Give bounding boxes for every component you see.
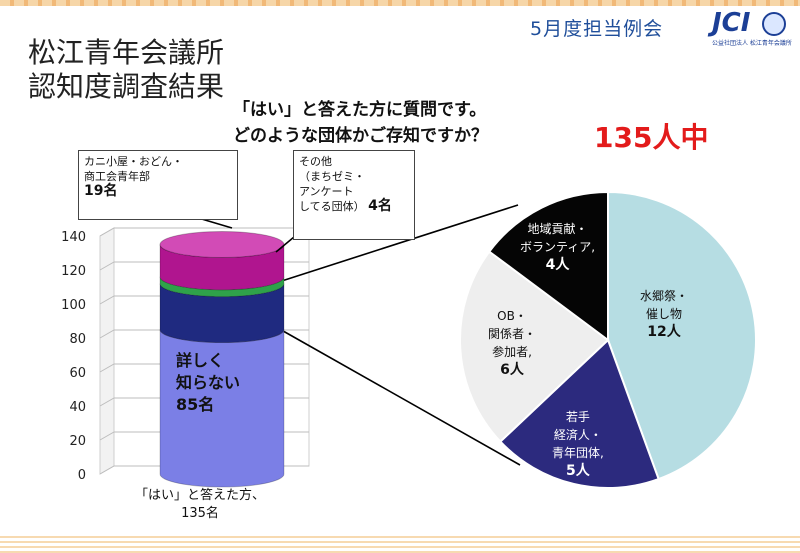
jci-logo: JCI 公益社団法人 松江青年会議所	[712, 10, 794, 50]
pie-label-suigosai: 水郷祭・ 催し物 12人	[640, 287, 688, 341]
gridline	[99, 227, 309, 237]
pie-label-ob: OB・ 関係者・ 参加者, 6人	[488, 307, 536, 379]
question-text: 「はい」と答えた方に質問です。 どのような団体かご存知ですか？	[233, 97, 488, 149]
x-category-line-2: 135名	[181, 506, 219, 521]
pie-label-chiiki-count: 4人	[545, 257, 570, 273]
bar-inner-line-1: 詳しく	[176, 351, 225, 370]
pie-label-ob-line-3: 参加者,	[492, 345, 532, 359]
pie-label-ob-count: 6人	[500, 362, 524, 378]
bottom-decor-bar	[0, 536, 800, 553]
y-tick-label: 120	[61, 264, 86, 279]
x-category-line-1: 「はい」と答えた方、	[134, 488, 265, 503]
pie-label-wakate-line-3: 青年団体,	[552, 446, 604, 460]
bar-inner-line-2: 知らない	[176, 373, 241, 392]
pie-label-wakate: 若手 経済人・ 青年団体, 5人	[552, 408, 604, 480]
pie-label-ob-line-2: 関係者・	[488, 327, 537, 341]
logo-text: JCI	[712, 8, 751, 38]
callout-other-line-1: その他	[299, 155, 332, 168]
pie-label-wakate-line-1: 若手	[565, 410, 590, 424]
pie-label-ob-line-1: OB・	[497, 309, 527, 323]
meeting-label: 5月度担当例会	[530, 18, 664, 40]
plot-side-wall	[99, 227, 115, 475]
callout-other-line-4: してる団体）	[299, 200, 365, 213]
x-category-label: 「はい」と答えた方、 135名	[120, 487, 280, 523]
y-tick-label: 20	[69, 434, 86, 449]
question-line-2: どのような団体かご存知ですか？	[233, 126, 488, 146]
bar-top-cap	[159, 231, 285, 258]
y-tick-label: 40	[69, 400, 86, 415]
top-decor-bar	[0, 0, 800, 6]
pie-slice	[459, 250, 610, 443]
connector-line-bottom	[283, 330, 521, 466]
total-respondents: 135人中	[594, 121, 709, 154]
bar-inner-count: 85名	[176, 395, 215, 414]
question-line-1: 「はい」と答えた方に質問です。	[233, 100, 487, 120]
pie-label-suigosai-line-2: 催し物	[646, 307, 683, 321]
title-line-1: 松江青年会議所	[28, 36, 225, 69]
callout-kani-line-1: カニ小屋・おどん・	[84, 155, 183, 168]
callout-kani-line-2: 商工会青年部	[84, 170, 150, 183]
callout-kani: カニ小屋・おどん・ 商工会青年部 19名	[78, 150, 238, 220]
pie-slice	[607, 190, 757, 481]
pie-label-wakate-count: 5人	[566, 463, 590, 479]
callout-other: その他 （まちゼミ・ アンケート してる団体） 4名	[293, 150, 415, 240]
pie-slice	[498, 338, 660, 489]
connector-line-top	[283, 204, 519, 281]
pie-label-chiiki-line-1: 地域貢献・	[527, 222, 588, 236]
y-tick-label: 60	[69, 366, 86, 381]
callout-other-line-2: （まちゼミ・	[299, 170, 365, 183]
pie-label-chiiki: 地域貢献・ ボランティア, 4人	[520, 220, 595, 274]
title-line-2: 認知度調査結果	[28, 70, 225, 103]
pie-label-suigosai-count: 12人	[647, 324, 681, 340]
logo-subtitle: 公益社団法人 松江青年会議所	[712, 40, 792, 47]
y-tick-label: 140	[61, 230, 86, 245]
pie-label-suigosai-line-1: 水郷祭・	[640, 289, 689, 303]
pie-label-wakate-line-2: 経済人・	[553, 428, 602, 442]
callout-kani-count: 19名	[84, 183, 118, 199]
y-tick-label: 100	[61, 298, 86, 313]
callout-other-count: 4名	[368, 198, 392, 214]
pie-slice	[487, 190, 609, 342]
pie-label-chiiki-line-2: ボランティア,	[520, 240, 596, 254]
bar-inner-label: 詳しく 知らない 85名	[176, 350, 240, 416]
y-tick-label: 80	[69, 332, 86, 347]
jci-emblem-icon	[762, 12, 786, 36]
callout-other-line-3: アンケート	[299, 185, 354, 198]
page-title: 松江青年会議所 認知度調査結果	[28, 36, 224, 104]
y-tick-label: 0	[78, 468, 86, 483]
